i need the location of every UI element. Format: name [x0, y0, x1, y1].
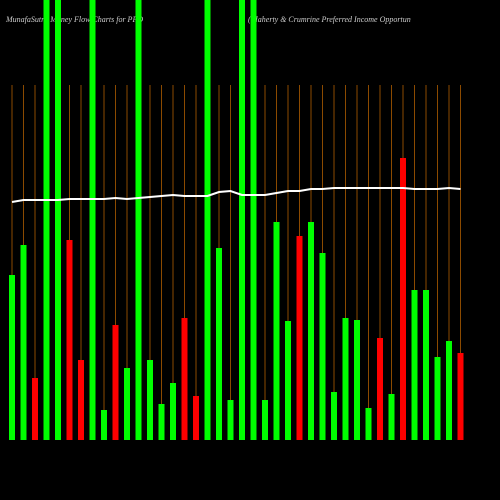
bar	[43, 0, 50, 440]
bar	[193, 396, 199, 440]
bar	[147, 360, 153, 440]
bar	[89, 0, 96, 440]
bar	[377, 338, 383, 440]
bar	[101, 410, 107, 440]
bar	[354, 320, 360, 440]
bar	[319, 253, 326, 440]
bar	[331, 392, 337, 440]
bar	[446, 341, 452, 440]
bar	[239, 0, 245, 440]
bar	[135, 0, 142, 440]
bar	[262, 400, 268, 440]
bar	[227, 400, 234, 440]
bar	[411, 290, 418, 440]
bar	[204, 0, 211, 440]
bar	[158, 404, 165, 440]
bar	[434, 357, 441, 440]
bar	[216, 248, 222, 440]
bar	[423, 290, 429, 440]
bar	[296, 236, 303, 440]
bar	[181, 318, 188, 440]
bar	[66, 240, 73, 440]
bar	[170, 383, 176, 440]
bar	[55, 0, 61, 440]
bar	[308, 222, 314, 440]
bar	[112, 325, 119, 440]
bar	[273, 222, 280, 440]
bar	[365, 408, 372, 440]
bar	[20, 245, 27, 440]
bar	[250, 0, 257, 440]
bar	[400, 158, 406, 440]
bar	[124, 368, 130, 440]
line	[11, 186, 461, 203]
bar	[9, 275, 15, 440]
bar	[388, 394, 395, 440]
chart-title: MunafaSutra Money Flow Charts for PFO	[5, 15, 143, 24]
bar	[285, 321, 291, 440]
chart-subtitle: (Flaherty & Crumrine Preferred Income Op…	[248, 15, 411, 24]
bar	[342, 318, 349, 440]
bar	[78, 360, 84, 440]
bar	[32, 378, 38, 440]
bar	[457, 353, 464, 440]
